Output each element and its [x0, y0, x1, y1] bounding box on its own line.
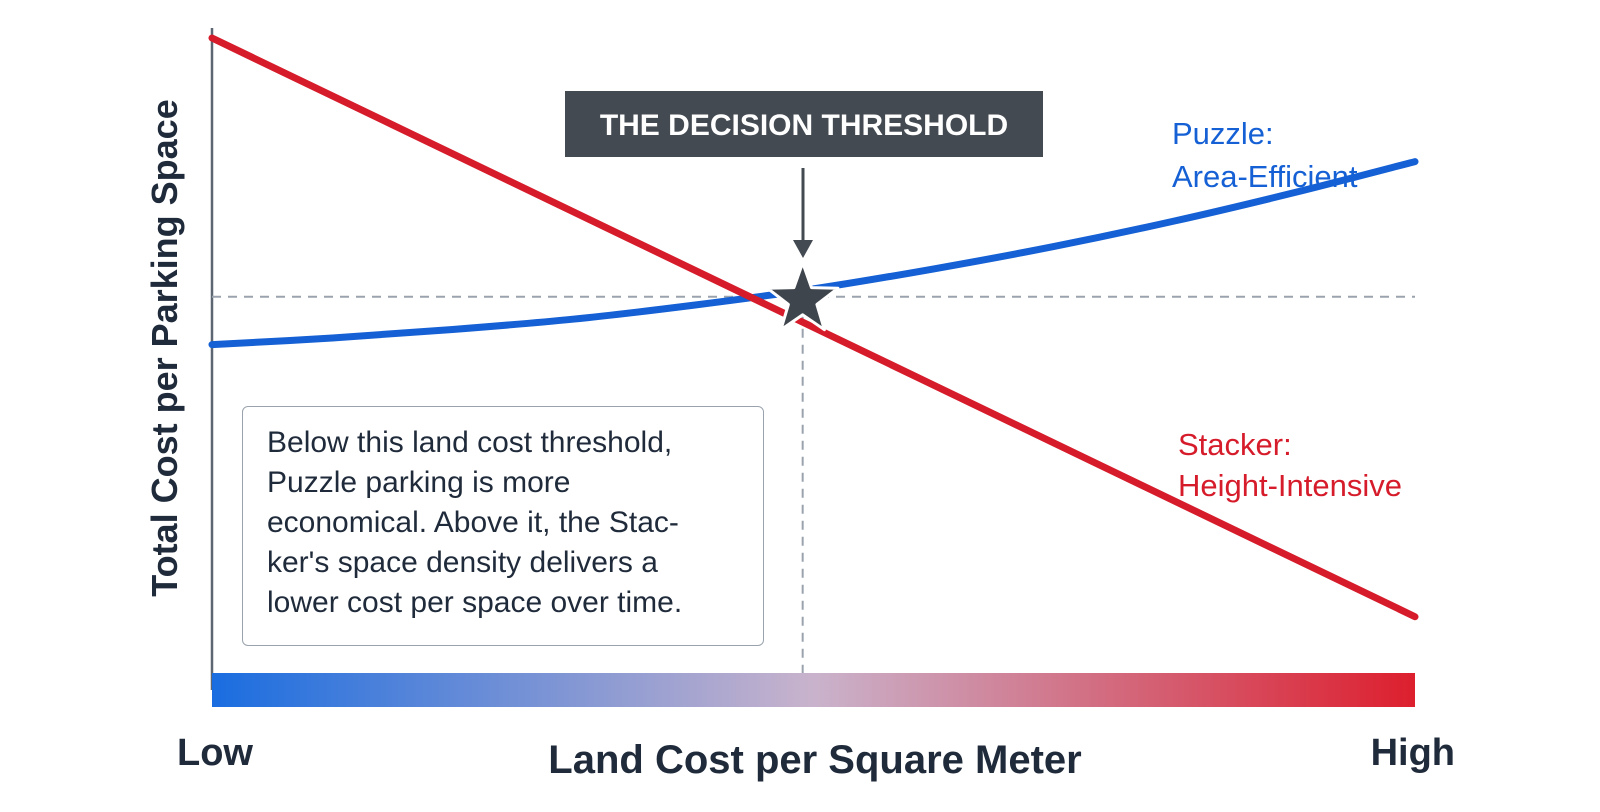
- annotation-box: Below this land cost threshold, Puzzle p…: [242, 406, 764, 646]
- stacker-series-line: [208, 34, 1419, 621]
- x-axis-label: Land Cost per Square Meter: [548, 738, 1081, 782]
- x-axis-gradient-bar: [212, 673, 1415, 707]
- annotation-line: ker's space density delivers a: [267, 546, 658, 579]
- annotation-line: lower cost per space over time.: [267, 586, 683, 619]
- x-axis-high-label: High: [1371, 732, 1455, 774]
- threshold-label-box: [565, 91, 1043, 157]
- annotation-line: Below this land cost threshold,: [267, 426, 673, 459]
- threshold-star-icon: [766, 261, 840, 332]
- annotation-line: Puzzle parking is more: [267, 466, 571, 499]
- threshold-guides: [212, 295, 1415, 673]
- puzzle-series-label: Puzzle: Area-Efficient: [1172, 116, 1358, 194]
- x-axis-low-label: Low: [177, 732, 253, 774]
- threshold-arrow-head: [793, 240, 813, 258]
- stacker-series-label: Stacker: Height-Intensive: [1178, 427, 1402, 503]
- y-axis-label: Total Cost per Parking Space: [144, 99, 185, 596]
- annotation-line: economical. Above it, the Stac-: [267, 506, 679, 539]
- threshold-label: THE DECISION THRESHOLD: [600, 109, 1008, 142]
